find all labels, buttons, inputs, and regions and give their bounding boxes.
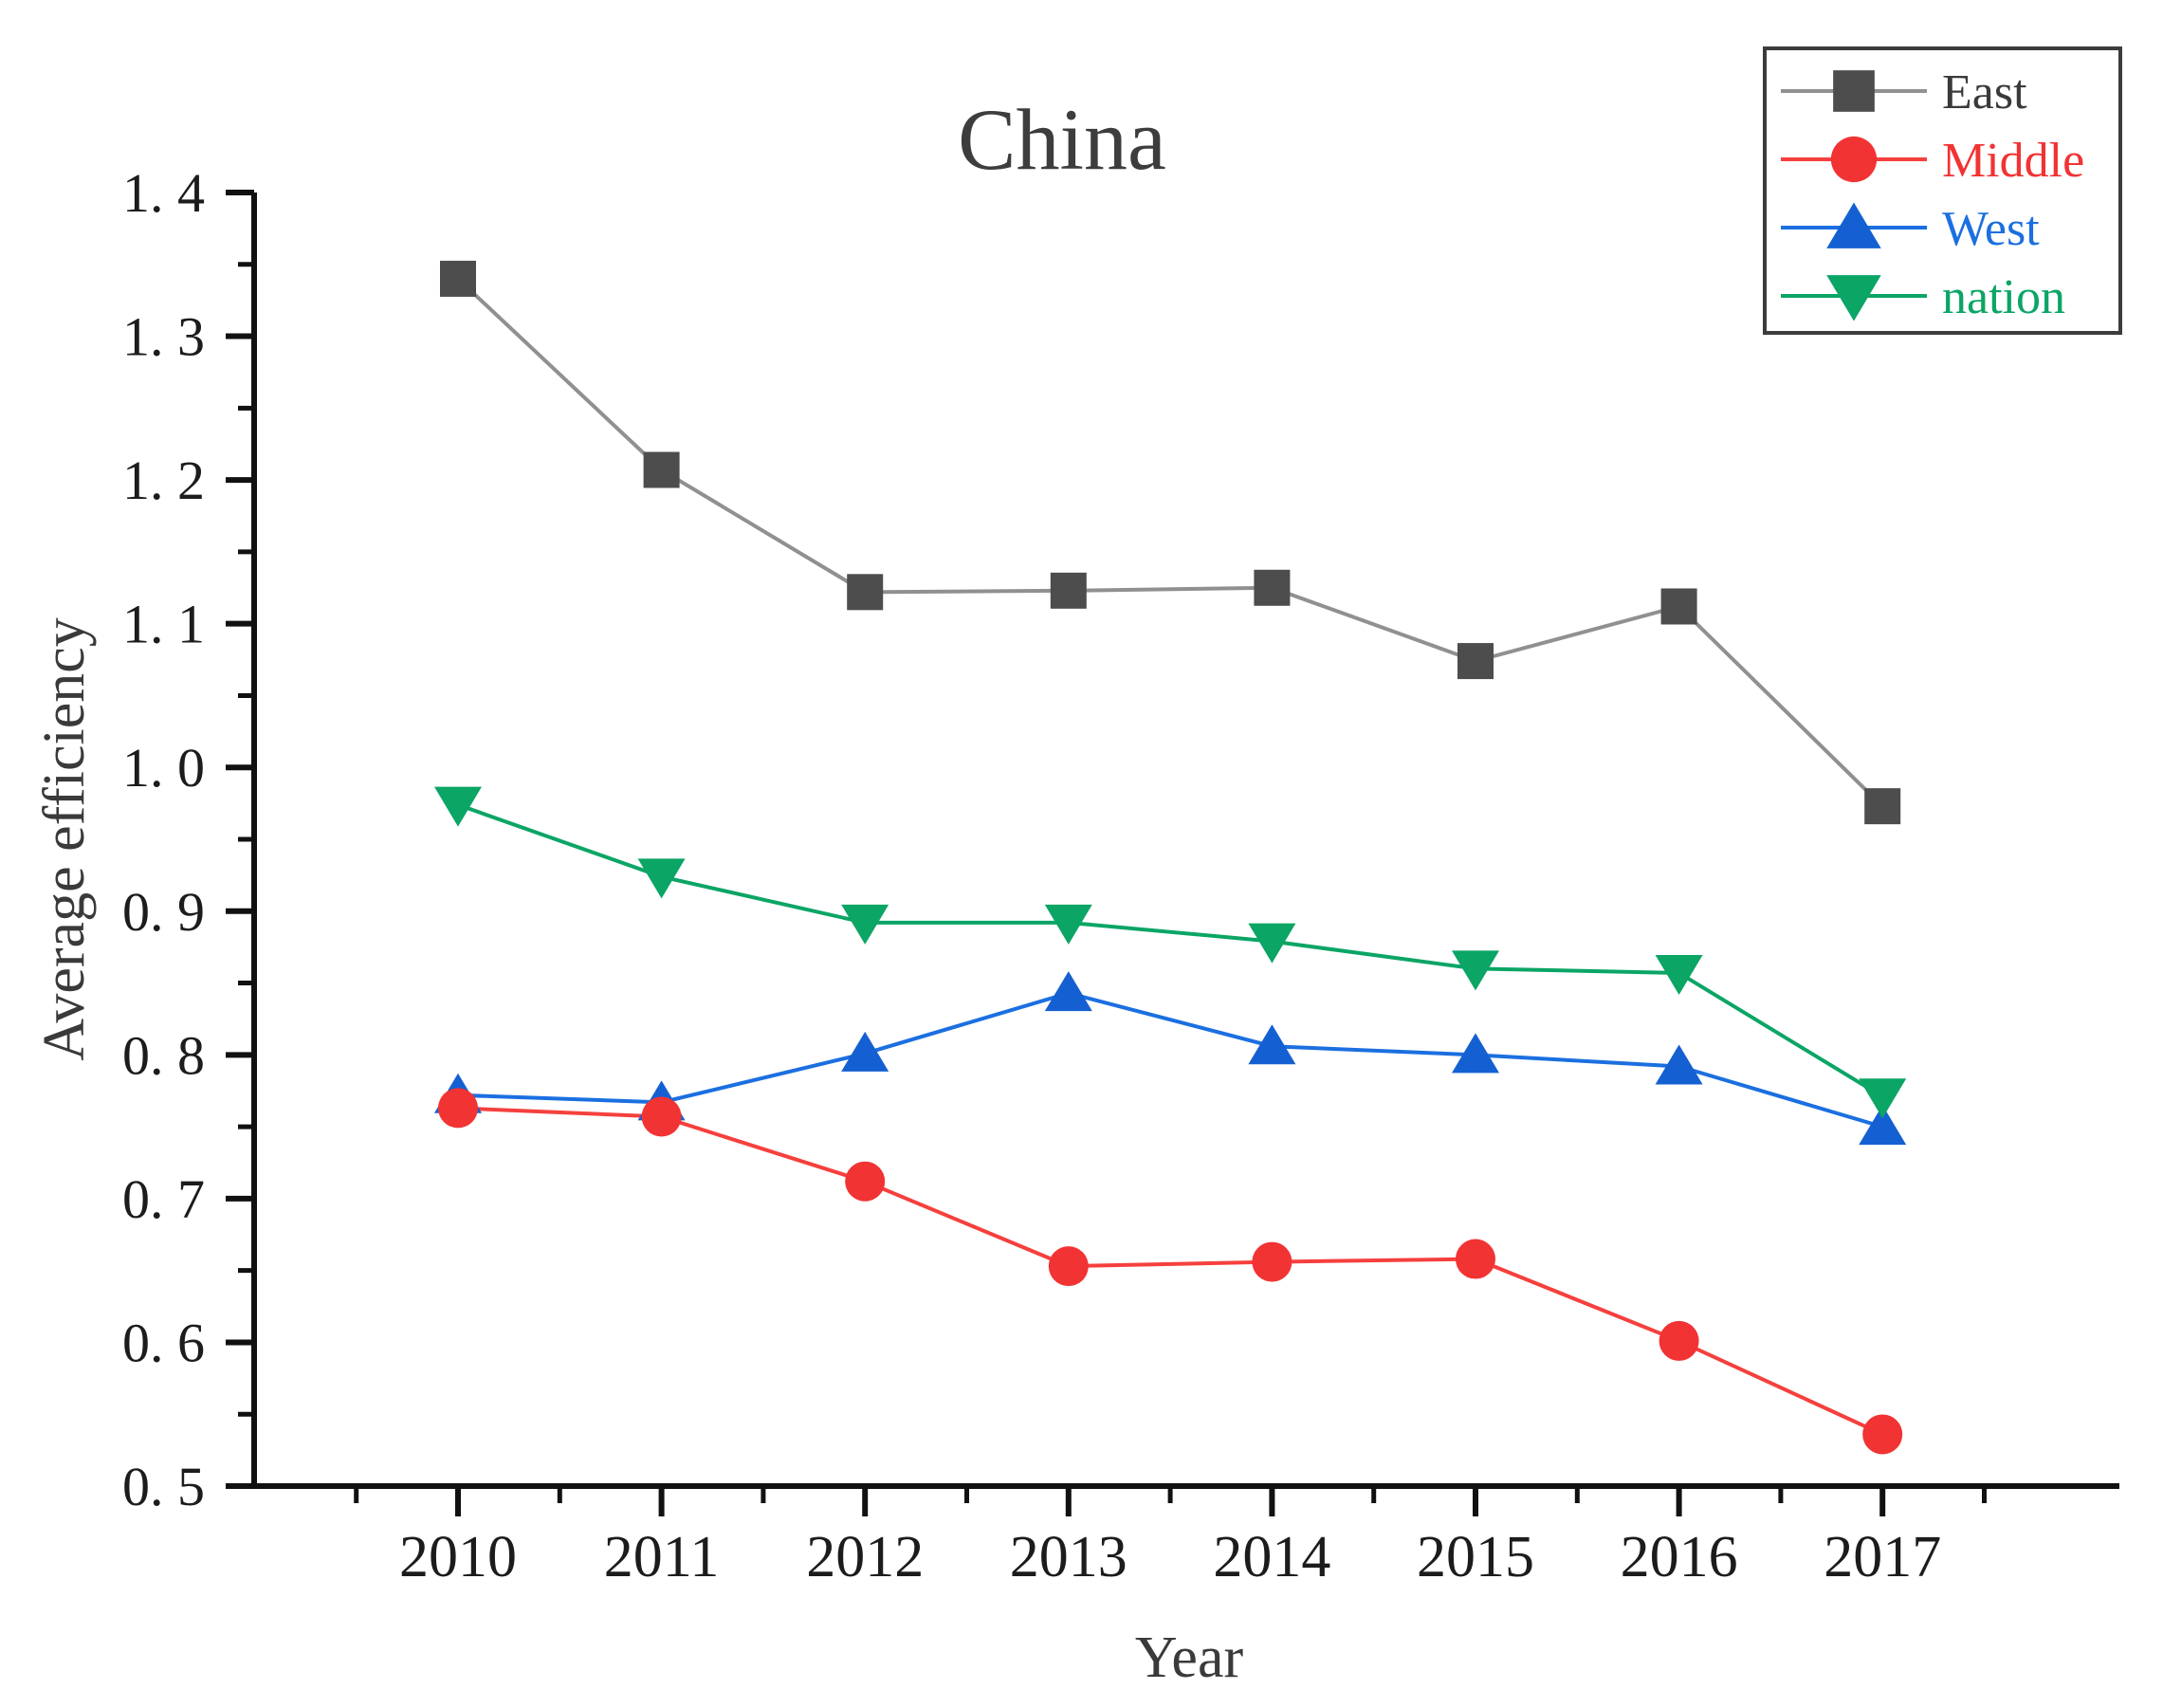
legend-marker-circle (1830, 136, 1878, 183)
point-east-2013 (1050, 572, 1087, 609)
point-east-2010 (440, 260, 476, 297)
series-line-middle (457, 1106, 1884, 1437)
point-middle-2017 (1862, 1414, 1903, 1455)
legend-box (1763, 46, 2122, 335)
point-west-2017 (1859, 1105, 1907, 1146)
point-middle-2012 (845, 1161, 886, 1202)
y-tick-label: 0. 7 (122, 1168, 205, 1230)
point-middle-2013 (1048, 1246, 1089, 1287)
legend-item-east: East (1781, 65, 2027, 119)
series-line-west (457, 991, 1883, 1129)
axes (226, 190, 2119, 1516)
point-middle-2010 (438, 1088, 478, 1129)
point-west-2012 (841, 1031, 889, 1072)
point-nation-2010 (434, 786, 482, 827)
legend-marker-triangle-up (1826, 202, 1881, 248)
x-tick-label: 2012 (806, 1525, 924, 1589)
point-east-2015 (1457, 643, 1494, 680)
point-west-2013 (1044, 971, 1092, 1012)
point-west-2016 (1655, 1044, 1703, 1085)
point-nation-2017 (1859, 1078, 1907, 1119)
y-tick-label: 1. 2 (122, 450, 205, 511)
x-tick-label: 2013 (1010, 1525, 1127, 1589)
legend-label: nation (1942, 270, 2065, 324)
y-tick-label: 0. 5 (122, 1456, 205, 1517)
point-east-2017 (1864, 788, 1901, 825)
point-middle-2011 (641, 1096, 682, 1137)
x-tick-label: 2016 (1621, 1525, 1738, 1589)
point-middle-2014 (1252, 1241, 1292, 1282)
legend-item-nation: nation (1781, 270, 2065, 324)
legend-label: East (1942, 65, 2027, 119)
point-east-2014 (1254, 569, 1291, 606)
point-nation-2015 (1452, 950, 1499, 991)
point-nation-2013 (1044, 904, 1092, 945)
x-tick-labels: 2010 2011 2012 2013 2014 2015 2016 2017 (399, 1525, 1941, 1589)
x-tick-label: 2010 (399, 1525, 517, 1589)
data-series (434, 260, 1907, 1455)
x-tick-label: 2011 (604, 1525, 720, 1589)
y-tick-labels: 0. 5 0. 6 0. 7 0. 8 0. 9 1. 0 1. 1 1. 2 1. 3 1. 4 (122, 162, 205, 1517)
legend-item-west: West (1781, 202, 2040, 256)
point-nation-2011 (637, 858, 686, 899)
x-axis-title: Year (1135, 1625, 1244, 1690)
series-line-east (456, 277, 1884, 808)
point-nation-2016 (1655, 954, 1703, 995)
legend-marker-triangle-down (1826, 275, 1881, 321)
series-line-nation (457, 802, 1884, 1098)
point-east-2012 (847, 574, 884, 611)
legend: East Middle West nation (1763, 46, 2122, 335)
y-tick-label: 0. 8 (122, 1024, 205, 1086)
legend-marker-square (1833, 70, 1875, 112)
point-middle-2016 (1659, 1320, 1699, 1361)
legend-label: Middle (1942, 134, 2084, 188)
legend-item-middle: Middle (1781, 134, 2084, 188)
y-tick-label: 1. 3 (122, 306, 205, 368)
y-tick-label: 0. 9 (122, 881, 205, 943)
legend-label: West (1942, 202, 2040, 256)
x-tick-label: 2014 (1213, 1525, 1330, 1589)
point-nation-2014 (1248, 923, 1296, 964)
point-east-2011 (643, 451, 680, 488)
point-west-2015 (1452, 1033, 1499, 1074)
chart-title: China (958, 91, 1166, 188)
point-west-2014 (1248, 1024, 1296, 1065)
y-tick-label: 1. 0 (122, 737, 205, 799)
y-tick-label: 1. 4 (122, 162, 205, 224)
point-middle-2015 (1456, 1239, 1495, 1279)
y-tick-label: 1. 1 (122, 594, 205, 655)
x-tick-label: 2015 (1417, 1525, 1534, 1589)
y-axis-title: Average efficiency (32, 617, 97, 1061)
x-tick-label: 2017 (1824, 1525, 1941, 1589)
legend-items: East Middle West nation (1781, 65, 2084, 324)
point-nation-2012 (841, 904, 889, 945)
point-east-2016 (1660, 588, 1697, 625)
y-tick-label: 0. 6 (122, 1312, 205, 1373)
